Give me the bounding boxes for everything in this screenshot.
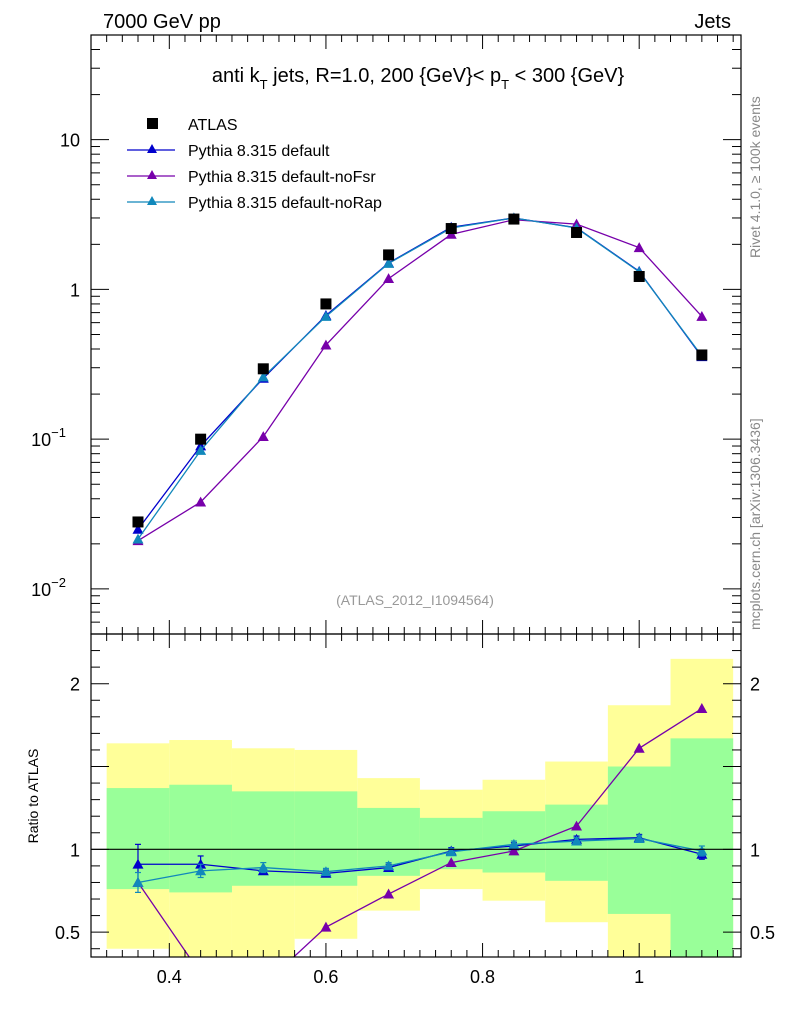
ratio-point-series-2 <box>696 845 708 856</box>
ratio-y-tick-label-left: 1 <box>70 840 80 860</box>
main-point-series-2 <box>320 310 332 321</box>
main-point-atlas <box>508 213 520 225</box>
x-tick-label: 0.8 <box>470 967 495 987</box>
ratio-ylabel: Ratio to ATLAS <box>25 749 41 844</box>
legend-label-nofsr: Pythia 8.315 default-noFsr <box>188 169 376 186</box>
main-point-series-1 <box>320 339 332 350</box>
main-point-atlas <box>696 349 708 361</box>
ratio-point-series-2 <box>571 835 583 846</box>
header-right: Jets <box>694 11 731 33</box>
legend-marker-norap <box>147 196 157 205</box>
axes-layer: 0.4 0.6 0.8 1 10 1 10−1 10−2 0.5 0.5 1 1 2 2 <box>31 34 775 987</box>
legend-marker-nofsr <box>147 170 157 179</box>
main-point-series-2 <box>195 445 207 455</box>
analysis-watermark: (ATLAS_2012_I1094564) <box>336 592 494 608</box>
main-point-series-1 <box>383 273 395 284</box>
main-y-tick-label: 10 <box>60 131 80 151</box>
ratio-point-series-1 <box>320 921 332 932</box>
ratio-point-series-1 <box>195 968 206 978</box>
x-tick-label: 1 <box>634 967 644 987</box>
main-y-tick-label: 10−2 <box>31 575 66 600</box>
main-point-series-2 <box>383 257 395 268</box>
ratio-point-series-2 <box>508 838 520 849</box>
ratio-line-series-1 <box>137 707 703 957</box>
main-point-series-2 <box>132 533 144 544</box>
legend-label-atlas: ATLAS <box>188 117 238 134</box>
ratio-point-series-2 <box>383 860 395 871</box>
side-label-rivet: Rivet 4.1.0, ≥ 100k events <box>747 96 763 258</box>
ratio-point-series-2 <box>257 862 269 872</box>
main-series-layer <box>132 212 708 546</box>
main-point-atlas <box>633 270 645 282</box>
ratio-line-series-2 <box>137 837 702 884</box>
main-point-series-1 <box>257 431 269 442</box>
main-point-series-1 <box>696 310 708 321</box>
ratio-point-series-1 <box>508 845 520 856</box>
ratio-y-tick-label-right: 2 <box>750 675 760 695</box>
side-label-mcplots: mcplots.cern.ch [arXiv:1306.3436] <box>747 418 763 630</box>
ratio-point-series-1 <box>258 980 269 990</box>
ratio-frame <box>90 633 742 958</box>
legend-marker-atlas <box>147 118 158 129</box>
ratio-point-series-1 <box>383 888 395 899</box>
main-y-tick-label: 10−1 <box>31 425 66 450</box>
main-point-atlas <box>571 226 583 238</box>
ratio-point-series-1 <box>633 742 645 753</box>
legend: ATLAS Pythia 8.315 default Pythia 8.315 … <box>127 117 382 212</box>
main-point-atlas <box>320 298 332 310</box>
main-y-tick-label: 1 <box>70 280 80 300</box>
legend-marker-default <box>147 144 157 153</box>
ratio-y-tick-label-left: 0.5 <box>55 923 80 943</box>
main-point-series-1 <box>633 242 645 253</box>
ratio-point-series-2 <box>445 846 457 857</box>
ratio-point-series-2 <box>320 866 332 877</box>
header-left: 7000 GeV pp <box>103 11 221 33</box>
ratio-y-tick-label-left: 2 <box>70 675 80 695</box>
main-line-series-2 <box>137 217 703 540</box>
main-point-series-1 <box>195 496 207 507</box>
legend-label-default: Pythia 8.315 default <box>188 143 330 160</box>
ratio-point-series-2 <box>132 876 144 887</box>
ratio-y-tick-label-right: 0.5 <box>750 923 775 943</box>
main-point-atlas <box>383 249 395 261</box>
main-point-atlas <box>445 223 457 235</box>
main-point-atlas <box>132 516 144 528</box>
main-line-series-0 <box>137 217 703 530</box>
main-line-series-1 <box>137 219 703 542</box>
ratio-point-series-1 <box>445 857 457 867</box>
ratio-y-tick-label-right: 1 <box>750 840 760 860</box>
ratio-series-layer <box>132 703 708 990</box>
main-point-atlas <box>257 363 269 375</box>
main-point-atlas <box>195 433 207 445</box>
x-tick-label: 0.4 <box>157 967 182 987</box>
ratio-point-series-1 <box>571 820 583 831</box>
ratio-point-series-2 <box>195 865 207 876</box>
main-point-series-0 <box>132 523 144 534</box>
legend-label-norap: Pythia 8.315 default-noRap <box>188 195 382 212</box>
main-point-series-2 <box>257 371 269 382</box>
ratio-point-series-0 <box>132 858 144 869</box>
ratio-clipped-group <box>132 703 708 990</box>
ratio-point-series-2 <box>633 833 645 843</box>
chart-title: anti kT jets, R=1.0, 200 {GeV}< pT < 300… <box>212 65 625 92</box>
ratio-point-series-1 <box>696 703 708 713</box>
x-tick-label: 0.6 <box>313 967 338 987</box>
